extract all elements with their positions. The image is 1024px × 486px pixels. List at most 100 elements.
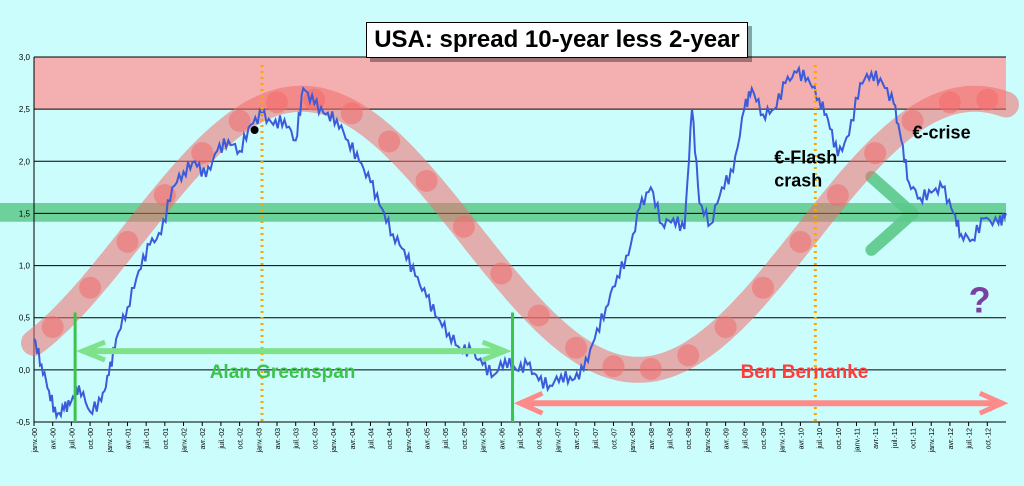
y-tick-label: 0,5 (19, 314, 31, 323)
wave-dot (789, 230, 812, 253)
wave-dot (452, 215, 475, 238)
x-tick-label: oct.-04 (387, 428, 394, 450)
wave-dot (415, 169, 438, 192)
wave-dot (864, 142, 887, 165)
question-mark: ? (969, 280, 991, 321)
x-tick-label: janv.-03 (256, 428, 263, 453)
wave-dot (116, 230, 139, 253)
x-tick-label: juil.-11 (892, 428, 899, 449)
x-tick-label: juil.-06 (518, 428, 525, 450)
x-tick-label: avr.-10 (798, 428, 805, 450)
wave-dot (938, 91, 961, 114)
x-tick-label: juil.-05 (443, 428, 450, 450)
wave-dot (228, 109, 251, 132)
greenspan-label: Alan Greenspan (210, 362, 356, 383)
x-tick-label: oct.-09 (761, 428, 768, 450)
x-tick-label: avr.-04 (350, 428, 357, 450)
x-tick-label: juil.-00 (69, 428, 76, 450)
ecrise-label: €-crise (913, 122, 971, 142)
bernanke-arrowhead-right (978, 390, 1009, 416)
x-tick-label: oct.-11 (911, 428, 918, 449)
x-tick-label: oct.-06 (537, 428, 544, 450)
greenspan-arrowhead-right (481, 339, 512, 363)
bernanke-label: Ben Bernanke (741, 362, 869, 383)
wave-dot (901, 109, 924, 132)
x-tick-label: juil.-07 (593, 428, 600, 450)
x-tick-label: janv.-08 (630, 428, 637, 453)
x-tick-label: juil.-08 (668, 428, 675, 450)
wave-dot (714, 316, 737, 339)
wave-dot (266, 91, 288, 114)
y-tick-label: -0,5 (16, 418, 30, 427)
wave-dot (340, 102, 363, 125)
y-tick-label: 2,5 (19, 105, 31, 114)
x-tick-label: juil.-12 (967, 428, 974, 450)
wave-dot (602, 355, 625, 378)
wave-dot (41, 316, 64, 339)
y-tick-label: 1,5 (19, 209, 31, 218)
x-tick-label: juil.-04 (368, 428, 375, 450)
y-tick-label: 2,0 (19, 157, 31, 166)
wave-dot (752, 276, 774, 299)
x-tick-label: oct.-12 (985, 428, 992, 450)
x-tick-label: janv.-06 (481, 428, 488, 453)
x-tick-label: avr.-11 (873, 428, 880, 449)
band-green (0, 203, 1006, 222)
x-tick-label: avr.-05 (425, 428, 432, 450)
x-tick-label: janv.-12 (929, 428, 936, 453)
chart-title: USA: spread 10-year less 2-year (366, 22, 748, 58)
y-tick-label: 0,0 (19, 366, 31, 375)
plot-area (34, 57, 1006, 422)
x-tick-label: avr.-06 (499, 428, 506, 450)
x-tick-label: juil.-09 (742, 428, 749, 450)
wave-dot (79, 276, 102, 299)
wave-dot (527, 304, 550, 327)
bernanke-arrowhead-left (513, 390, 544, 416)
x-tick-label: janv.-04 (331, 428, 338, 453)
x-tick-label: oct.-08 (686, 428, 693, 450)
x-tick-label: janv.-05 (406, 428, 413, 453)
x-tick-label: avr.-03 (275, 428, 282, 450)
x-tick-label: oct.-05 (462, 428, 469, 450)
flash-crash-label-1: €-Flash (774, 147, 837, 167)
x-tick-label: oct.-01 (163, 428, 170, 450)
x-tick-label: janv.-02 (182, 428, 189, 453)
y-tick-label: 1,0 (19, 262, 31, 271)
wave-dot (639, 357, 662, 380)
x-tick-label: janv.-00 (32, 428, 39, 453)
wave-dot (976, 88, 999, 111)
wave-dot (565, 336, 588, 359)
x-tick-label: avr.-12 (948, 428, 955, 450)
x-tick-label: juil.-10 (817, 428, 824, 450)
wave-dot (191, 142, 214, 165)
x-tick-label: oct.-02 (238, 428, 245, 450)
x-tick-label: avr.-09 (724, 428, 731, 450)
x-tick-label: janv.-10 (780, 428, 787, 453)
x-tick-label: oct.-03 (312, 428, 319, 450)
x-tick-label: avr.-00 (51, 428, 58, 450)
flash-crash-label-2: crash (774, 170, 822, 190)
x-tick-label: avr.-02 (200, 428, 207, 450)
greenspan-arrowhead-left (75, 339, 106, 363)
wave-dot (378, 130, 401, 153)
wave-dot (677, 344, 700, 367)
x-tick-label: avr.-01 (125, 428, 132, 450)
y-tick-label: 3,0 (19, 53, 31, 62)
x-tick-label: oct.-07 (611, 428, 618, 450)
x-tick-label: janv.-07 (555, 428, 562, 453)
x-tick-label: oct.-00 (88, 428, 95, 450)
x-tick-label: juil.-01 (144, 428, 151, 450)
wave-dot (826, 184, 849, 207)
x-tick-label: janv.-09 (705, 428, 712, 453)
x-tick-label: janv.-01 (107, 428, 114, 453)
x-tick-label: juil.-02 (219, 428, 226, 450)
x-tick-label: juil.-03 (294, 428, 301, 450)
x-tick-label: avr.-07 (574, 428, 581, 450)
x-tick-label: oct.-10 (836, 428, 843, 450)
wave-dot (490, 262, 513, 285)
x-tick-label: janv.-11 (854, 428, 861, 453)
band-red (34, 57, 1006, 110)
marker-dot (250, 126, 259, 134)
